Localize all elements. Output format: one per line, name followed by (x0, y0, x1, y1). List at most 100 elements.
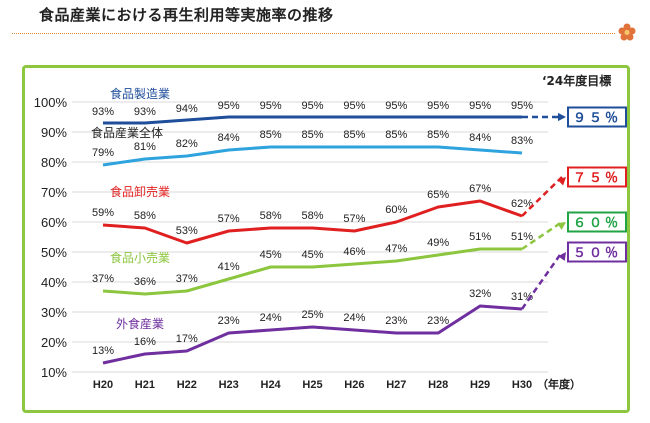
data-label: 95% (469, 100, 491, 112)
data-label: 16% (134, 336, 156, 348)
y-tick-label: 60% (41, 215, 67, 230)
data-label: 65% (427, 189, 449, 201)
series-line (102, 247, 522, 296)
data-label: 37% (176, 273, 198, 285)
data-label: 95% (218, 100, 240, 112)
page-title: 食品産業における再生利用等実施率の推移 (39, 6, 334, 24)
data-label: 83% (511, 135, 533, 147)
x-tick-label: H22 (177, 379, 197, 391)
target-arrowhead (558, 252, 566, 261)
data-label: 85% (301, 129, 323, 141)
target-arrowhead (557, 177, 566, 186)
data-label: 84% (469, 132, 491, 144)
data-label: 45% (301, 249, 323, 261)
data-label: 95% (385, 100, 407, 112)
data-label: 79% (92, 147, 114, 159)
data-label: 82% (176, 138, 198, 150)
data-label: 23% (385, 315, 407, 327)
series-line (102, 145, 523, 167)
data-label: 93% (92, 106, 114, 118)
series-name: 食品産業全体 (91, 125, 163, 140)
data-label: 93% (134, 106, 156, 118)
y-tick-label: 20% (41, 335, 67, 350)
target-arrowhead (557, 112, 566, 122)
data-label: 57% (218, 213, 240, 225)
chart-frame (22, 65, 630, 413)
y-tick-label: 100% (34, 95, 68, 110)
data-label: 95% (343, 100, 365, 112)
x-tick-label: H25 (302, 379, 322, 391)
data-label: 81% (134, 141, 156, 153)
target-box (567, 241, 627, 263)
data-label: 95% (260, 100, 282, 112)
data-label: 47% (385, 243, 407, 255)
series-line (102, 304, 523, 365)
data-label: 37% (92, 273, 114, 285)
y-tick-label: 80% (41, 155, 67, 170)
x-tick-label: H24 (261, 379, 282, 391)
data-label: 51% (511, 231, 533, 243)
target-value: ９５％ (573, 111, 621, 126)
y-tick-label: 90% (41, 125, 67, 140)
title-divider (12, 33, 615, 34)
data-label: 58% (260, 210, 282, 222)
data-label: 60% (385, 204, 407, 216)
data-label: 24% (343, 312, 365, 324)
data-label: 84% (218, 132, 240, 144)
x-tick-label: H23 (219, 379, 239, 391)
data-label: 51% (469, 231, 491, 243)
x-tick-label: H28 (428, 379, 448, 391)
data-label: 58% (134, 210, 156, 222)
series-line (103, 115, 522, 125)
series-name: 食品小売業 (110, 250, 170, 265)
target-arrowhead (557, 222, 566, 230)
target-value: ７５％ (573, 171, 621, 186)
series-name: 外食産業 (116, 316, 164, 331)
data-label: 95% (427, 100, 449, 112)
data-label: 62% (511, 198, 533, 210)
data-label: 24% (260, 312, 282, 324)
data-label: 41% (218, 261, 240, 273)
flower-icon (618, 23, 636, 41)
x-tick-label: H21 (135, 379, 155, 391)
data-label: 32% (469, 288, 491, 300)
x-tick-label: H27 (386, 379, 406, 391)
data-label: 85% (260, 129, 282, 141)
target-box (567, 106, 627, 128)
series-name: 食品卸売業 (110, 184, 170, 199)
x-tick-label: H20 (93, 379, 113, 391)
data-label: 45% (260, 249, 282, 261)
y-tick-label: 10% (41, 365, 67, 380)
target-projection-line (520, 251, 564, 310)
data-label: 57% (343, 213, 365, 225)
data-label: 36% (134, 276, 156, 288)
target-projection-line (521, 176, 563, 217)
target-value: ６０％ (573, 216, 621, 231)
data-label: 23% (218, 315, 240, 327)
data-label: 58% (301, 210, 323, 222)
x-tick-label: H26 (344, 379, 364, 391)
data-label: 85% (343, 129, 365, 141)
target-box (567, 211, 627, 233)
data-label: 85% (385, 129, 407, 141)
series-name: 食品製造業 (110, 86, 170, 101)
target-header: ‘24年度目標 (542, 73, 611, 88)
data-label: 53% (176, 225, 198, 237)
y-tick-label: 70% (41, 185, 67, 200)
data-label: 25% (301, 309, 323, 321)
data-label: 59% (92, 207, 114, 219)
y-tick-label: 40% (41, 275, 67, 290)
data-label: 85% (427, 129, 449, 141)
data-label: 46% (343, 246, 365, 258)
data-label: 67% (469, 183, 491, 195)
y-tick-label: 50% (41, 245, 67, 260)
target-projection-line (521, 220, 563, 251)
data-label: 94% (176, 103, 198, 115)
data-label: 95% (301, 100, 323, 112)
x-tick-label: H29 (470, 379, 490, 391)
data-label: 95% (511, 100, 533, 112)
data-label: 23% (427, 315, 449, 327)
x-tick-label: H30 (512, 379, 532, 391)
data-label: 17% (176, 333, 198, 345)
